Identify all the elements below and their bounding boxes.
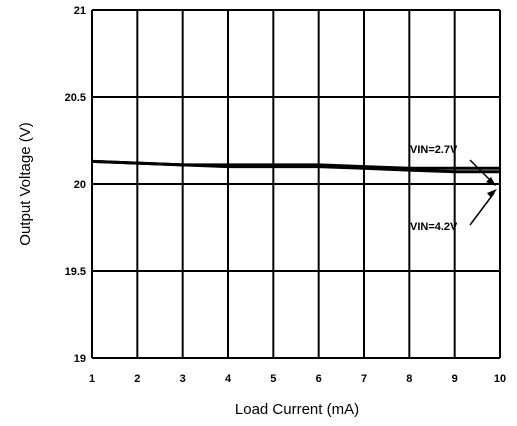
y-tick-label: 20	[74, 179, 86, 191]
annotation-vin-2-7v: VIN=2.7V	[410, 144, 458, 156]
x-tick-label: 7	[361, 373, 367, 385]
y-tick-label: 19.5	[65, 266, 86, 278]
grid-lines	[91, 9, 501, 359]
x-tick-label: 5	[270, 373, 276, 385]
x-tick-label: 10	[494, 373, 506, 385]
x-tick-label: 3	[180, 373, 186, 385]
x-tick-label: 4	[225, 373, 232, 385]
series-line-vin-4-2v	[91, 159, 500, 174]
x-tick-label: 2	[134, 373, 140, 385]
y-tick-label: 21	[74, 5, 86, 17]
x-tick-label: 6	[316, 373, 322, 385]
x-tick-label: 8	[406, 373, 412, 385]
y-axis-label: Output Voltage (V)	[17, 122, 34, 245]
x-tick-label: 9	[452, 373, 458, 385]
series-lines	[91, 159, 500, 174]
x-axis-label: Load Current (mA)	[235, 401, 359, 418]
x-tick-label: 1	[89, 373, 95, 385]
annotation-vin-4-2v: VIN=4.2V	[410, 221, 458, 233]
y-tick-label: 19	[74, 353, 86, 365]
tick-labels: 1 2 3 4 5 6 7 8 9 10 19 19.5 20 20.5 21	[65, 5, 507, 385]
y-tick-label: 20.5	[65, 92, 86, 104]
annotation-arrowhead-vin-2-7v	[486, 177, 496, 186]
annotation-arrowhead-vin-4-2v	[487, 189, 497, 198]
annotation-arrow-vin-4-2v	[469, 192, 495, 226]
annotations: VIN=2.7V VIN=4.2V	[410, 144, 497, 233]
